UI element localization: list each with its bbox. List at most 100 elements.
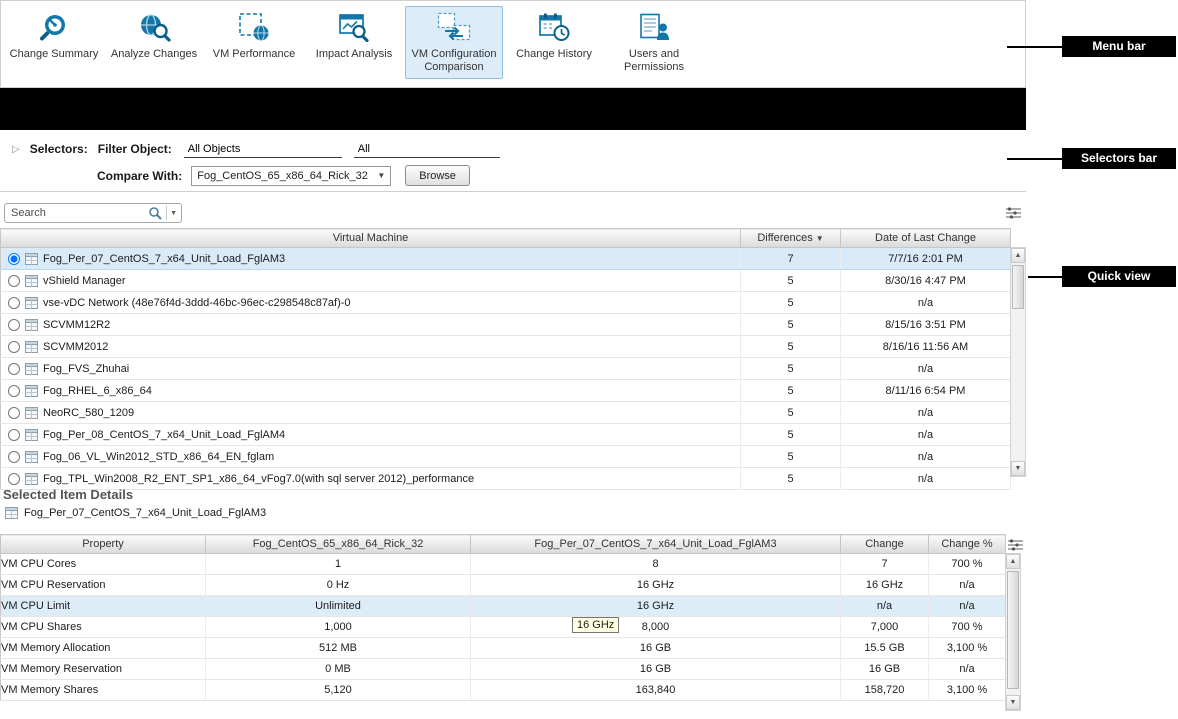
change-pct-value: n/a: [928, 595, 1006, 617]
scroll-track[interactable]: [1011, 263, 1025, 461]
row-select-radio[interactable]: [8, 362, 20, 375]
browse-button[interactable]: Browse: [405, 165, 470, 186]
column-header-property[interactable]: Property: [0, 534, 206, 554]
quick-view-toolbar: ▼: [0, 200, 1026, 228]
vm-icon: [5, 507, 18, 519]
quick-view-scrollbar[interactable]: ▲ ▼: [1010, 247, 1026, 477]
column-header-selected-vm[interactable]: Fog_Per_07_CentOS_7_x64_Unit_Load_FglAM3: [470, 534, 841, 554]
vm-icon: [25, 340, 38, 353]
details-selected-item-name: Fog_Per_07_CentOS_7_x64_Unit_Load_FglAM3: [24, 507, 267, 519]
vm-name: NeoRC_580_1209: [43, 406, 135, 419]
row-select-radio[interactable]: [8, 318, 20, 331]
row-select-radio[interactable]: [8, 384, 20, 397]
menu-item-label: Change Summary: [9, 48, 99, 60]
column-header-virtual-machine[interactable]: Virtual Machine: [0, 228, 741, 248]
row-select-radio[interactable]: [8, 340, 20, 353]
menu-item-impact-analysis[interactable]: Impact Analysis: [305, 6, 403, 66]
last-change-value: n/a: [840, 423, 1011, 446]
differences-value: 5: [740, 269, 841, 292]
row-select-radio[interactable]: [8, 450, 20, 463]
menu-item-label: Impact Analysis: [315, 48, 393, 60]
selected-vm-value: 8: [470, 553, 841, 575]
differences-value: 5: [740, 313, 841, 336]
details-customizer-icon[interactable]: [1008, 539, 1023, 554]
last-change-value: n/a: [840, 291, 1011, 314]
table-row[interactable]: SCVMM12R2 5 8/15/16 3:51 PM: [0, 313, 1011, 336]
differences-value: 5: [740, 291, 841, 314]
last-change-value: 8/30/16 4:47 PM: [840, 269, 1011, 292]
menu-item-label: VM Performance: [212, 48, 296, 60]
table-row[interactable]: Fog_FVS_Zhuhai 5 n/a: [0, 357, 1011, 380]
vm-name: vse-vDC Network (48e76f4d-3ddd-46bc-96ec…: [43, 296, 351, 309]
table-row[interactable]: Fog_TPL_Win2008_R2_ENT_SP1_x86_64_vFog7.…: [0, 467, 1011, 490]
row-select-radio[interactable]: [8, 296, 20, 309]
column-header-change-pct[interactable]: Change %: [928, 534, 1006, 554]
menu-item-change-history[interactable]: Change History: [505, 6, 603, 66]
banner-bar: [0, 88, 1026, 130]
row-select-radio[interactable]: [8, 274, 20, 287]
vm-name: vShield Manager: [43, 274, 126, 287]
scroll-track[interactable]: [1006, 569, 1020, 695]
search-input[interactable]: [5, 207, 147, 219]
change-value: 7,000: [840, 616, 929, 638]
scroll-up-icon[interactable]: ▲: [1006, 554, 1020, 569]
filter-scope-input[interactable]: [353, 140, 500, 158]
row-select-radio[interactable]: [8, 428, 20, 441]
compare-vm-value: 1,000: [205, 616, 471, 638]
table-row[interactable]: NeoRC_580_1209 5 n/a: [0, 401, 1011, 424]
filter-object-input[interactable]: [183, 140, 342, 158]
menu-item-vm-configuration-comparison[interactable]: VM Configuration Comparison: [405, 6, 503, 79]
analyze-changes-icon: [137, 10, 171, 44]
change-pct-value: 700 %: [928, 553, 1006, 575]
annotation-menu-bar: Menu bar: [1062, 36, 1176, 57]
table-row[interactable]: Fog_RHEL_6_x86_64 5 8/11/16 6:54 PM: [0, 379, 1011, 402]
menu-item-users-and-permissions[interactable]: Users and Permissions: [605, 6, 703, 79]
table-row[interactable]: Fog_Per_07_CentOS_7_x64_Unit_Load_FglAM3…: [0, 247, 1011, 270]
details-scrollbar[interactable]: ▲ ▼: [1005, 553, 1021, 711]
details-rows: VM CPU Cores 1 8 7 700 % VM CPU Reservat…: [0, 553, 1006, 701]
scroll-down-icon[interactable]: ▼: [1011, 461, 1025, 476]
property-name: VM CPU Reservation: [0, 574, 206, 596]
selectors-bar: ▷ Selectors: Filter Object: Compare With…: [0, 130, 1026, 192]
property-name: VM Memory Allocation: [0, 637, 206, 659]
column-header-compare-vm[interactable]: Fog_CentOS_65_x86_64_Rick_32: [205, 534, 471, 554]
change-value: 16 GB: [840, 658, 929, 680]
menu-item-vm-performance[interactable]: VM Performance: [205, 6, 303, 66]
last-change-value: n/a: [840, 467, 1011, 490]
table-row[interactable]: SCVMM2012 5 8/16/16 11:56 AM: [0, 335, 1011, 358]
search-box[interactable]: ▼: [4, 203, 182, 223]
selectors-expander-icon[interactable]: ▷: [12, 143, 20, 155]
property-name: VM CPU Shares: [0, 616, 206, 638]
table-customizer-icon[interactable]: [1006, 207, 1021, 222]
vm-icon: [25, 252, 38, 265]
scroll-down-icon[interactable]: ▼: [1006, 695, 1020, 710]
impact-analysis-icon: [337, 10, 371, 44]
search-options-arrow-icon[interactable]: ▼: [170, 209, 177, 217]
menu-item-analyze-changes[interactable]: Analyze Changes: [105, 6, 203, 66]
compare-with-value: Fog_CentOS_65_x86_64_Rick_32: [197, 169, 368, 182]
row-select-radio[interactable]: [8, 252, 20, 265]
scroll-thumb[interactable]: [1007, 571, 1019, 689]
scroll-up-icon[interactable]: ▲: [1011, 248, 1025, 263]
table-row[interactable]: Fog_Per_08_CentOS_7_x64_Unit_Load_FglAM4…: [0, 423, 1011, 446]
row-select-radio[interactable]: [8, 406, 20, 419]
annotation-selectors-bar: Selectors bar: [1062, 148, 1176, 169]
compare-with-dropdown[interactable]: Fog_CentOS_65_x86_64_Rick_32 ▼: [191, 165, 392, 186]
menu-item-change-summary[interactable]: Change Summary: [5, 6, 103, 66]
table-row[interactable]: Fog_06_VL_Win2012_STD_x86_64_EN_fglam 5 …: [0, 445, 1011, 468]
table-row[interactable]: vShield Manager 5 8/30/16 4:47 PM: [0, 269, 1011, 292]
table-row[interactable]: vse-vDC Network (48e76f4d-3ddd-46bc-96ec…: [0, 291, 1011, 314]
scroll-thumb[interactable]: [1012, 265, 1024, 309]
last-change-value: 8/16/16 11:56 AM: [840, 335, 1011, 358]
differences-value: 7: [740, 247, 841, 270]
change-value: 7: [840, 553, 929, 575]
details-selected-item: Fog_Per_07_CentOS_7_x64_Unit_Load_FglAM3: [5, 507, 266, 519]
details-row: VM Memory Shares 5,120 163,840 158,720 3…: [0, 679, 1006, 701]
search-icon[interactable]: [146, 206, 164, 220]
column-header-date-of-last-change[interactable]: Date of Last Change: [840, 228, 1011, 248]
selectors-label: Selectors:: [29, 142, 88, 156]
row-select-radio[interactable]: [8, 472, 20, 485]
differences-value: 5: [740, 445, 841, 468]
column-header-differences[interactable]: Differences ▼: [740, 228, 841, 248]
column-header-change[interactable]: Change: [840, 534, 929, 554]
